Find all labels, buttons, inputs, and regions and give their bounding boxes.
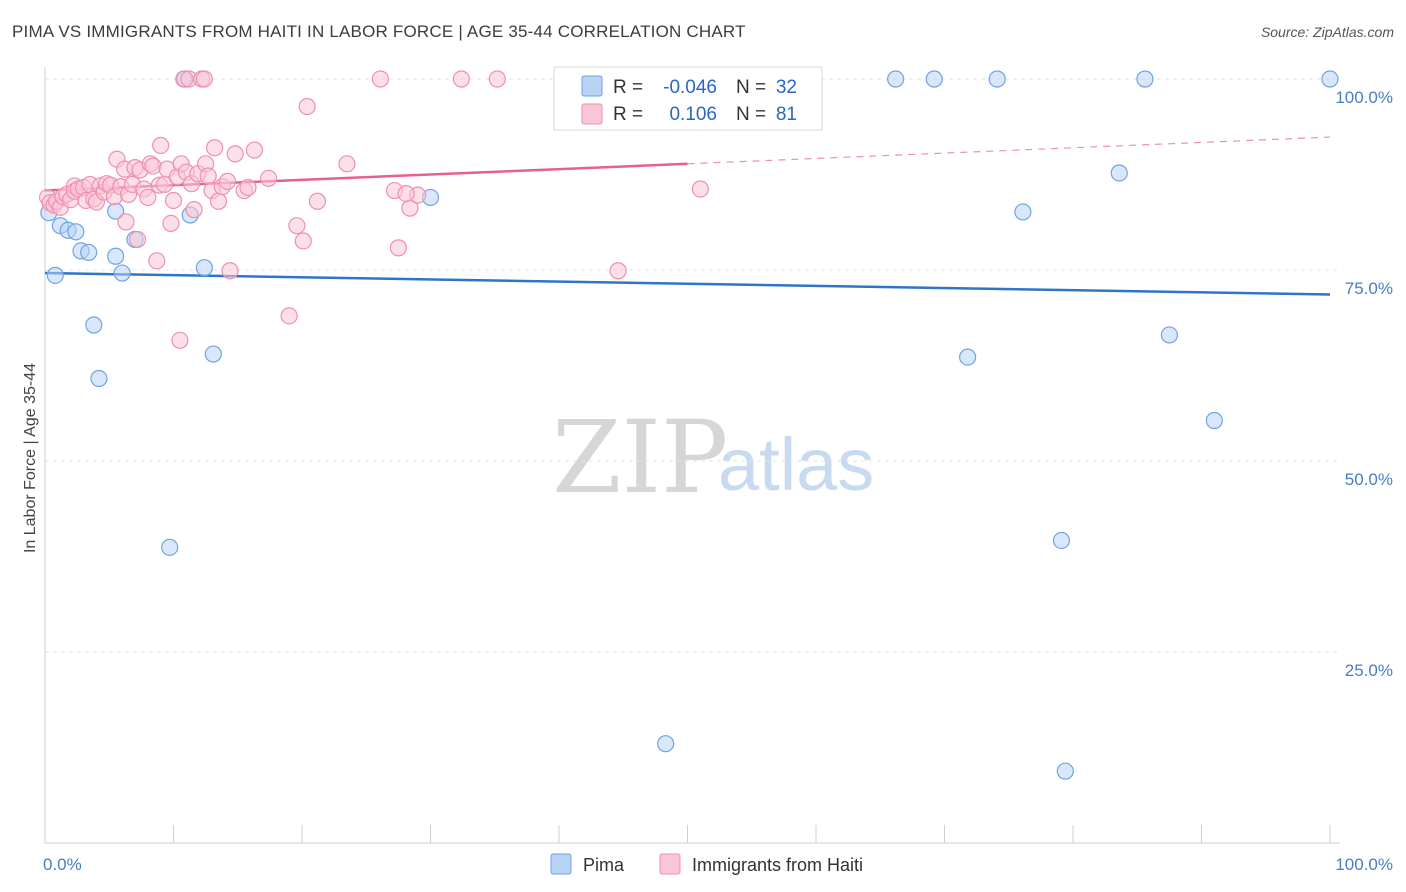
pima-point-30 [1205, 411, 1223, 430]
pima-point-11 [113, 264, 131, 282]
legend-r-value-pima: -0.046 [663, 77, 717, 98]
haiti-point-71 [371, 70, 389, 88]
haiti-point-28 [128, 230, 147, 249]
haiti-point-36 [152, 136, 170, 155]
y-tick-label-0: 100.0% [1335, 88, 1393, 107]
haiti-point-68 [298, 97, 316, 116]
legend-swatch-haiti [581, 103, 603, 125]
legend-r-label-pima: R = [613, 77, 643, 98]
bottom-legend-swatch-pima [550, 853, 572, 875]
haiti-point-59 [221, 262, 239, 280]
haiti-point-65 [280, 307, 298, 325]
x-tick-label-1: 100.0% [1335, 855, 1393, 874]
pima-point-8 [90, 369, 108, 388]
stats-legend: R = -0.046 N = 32 R = 0.106 N = 81 [553, 66, 823, 131]
pima-trend-line [44, 271, 1331, 296]
haiti-point-66 [288, 217, 306, 235]
haiti-point-73 [389, 239, 407, 257]
watermark-zip: ZIP [552, 399, 728, 516]
haiti-point-78 [609, 262, 627, 280]
haiti-point-56 [209, 192, 228, 210]
pima-point-28 [1136, 70, 1154, 88]
pima-point-31 [1321, 70, 1339, 88]
pima-point-6 [80, 243, 98, 262]
grid-lines [45, 78, 1340, 653]
pima-point-23 [988, 70, 1006, 88]
haiti-point-76 [452, 70, 470, 88]
legend-n-value-pima: 32 [776, 77, 797, 98]
haiti-point-58 [218, 172, 237, 190]
legend-n-value-haiti: 81 [776, 104, 797, 125]
watermark-atlas: atlas [718, 423, 874, 506]
chart-title: PIMA VS IMMIGRANTS FROM HAITI IN LABOR F… [12, 22, 746, 41]
pima-point-22 [959, 348, 977, 366]
pima-point-4 [67, 223, 85, 241]
haiti-point-31 [139, 188, 157, 207]
bottom-legend-swatch-haiti [659, 853, 681, 875]
haiti-point-39 [162, 214, 180, 232]
y-tick-label-3: 25.0% [1345, 661, 1393, 680]
pima-point-24 [1014, 203, 1032, 221]
haiti-point-34 [148, 252, 166, 270]
tick-labels: 100.0% 75.0% 50.0% 25.0% 0.0% 100.0% [43, 88, 1393, 874]
haiti-point-70 [338, 155, 356, 173]
pima-point-29 [1160, 326, 1178, 344]
haiti-point-79 [691, 180, 709, 198]
haiti-trend-line-extension [687, 136, 1331, 165]
pima-point-27 [1110, 164, 1128, 182]
pima-point-25 [1052, 531, 1071, 550]
haiti-point-48 [185, 201, 203, 219]
haiti-point-67 [294, 232, 312, 250]
y-axis-label: In Labor Force | Age 35-44 [22, 363, 39, 553]
source-credit: Source: ZipAtlas.com [1260, 24, 1394, 40]
pima-point-10 [107, 247, 125, 265]
haiti-point-77 [488, 70, 506, 88]
haiti-point-24 [117, 213, 135, 231]
bottom-legend-label-haiti: Immigrants from Haiti [692, 855, 863, 875]
pima-point-17 [204, 345, 222, 363]
haiti-point-53 [199, 167, 217, 185]
x-tick-label-0: 0.0% [43, 855, 82, 874]
y-tick-label-1: 75.0% [1345, 279, 1393, 298]
haiti-point-80 [397, 185, 415, 203]
haiti-point-60 [226, 145, 244, 163]
haiti-point-51 [195, 70, 213, 88]
haiti-point-64 [259, 169, 278, 187]
haiti-point-55 [206, 139, 224, 157]
haiti-point-40 [164, 191, 183, 210]
haiti-point-69 [308, 192, 327, 210]
haiti-point-42 [171, 331, 189, 349]
pima-point-7 [85, 316, 103, 334]
legend-r-label-haiti: R = [613, 104, 643, 125]
pima-point-16 [195, 259, 213, 277]
haiti-point-62 [239, 178, 257, 197]
pima-point-19 [657, 735, 675, 753]
legend-n-label-pima: N = [736, 77, 766, 98]
bottom-legend-label-pima: Pima [583, 855, 625, 875]
haiti-point-33 [144, 157, 162, 175]
legend-n-label-haiti: N = [736, 104, 766, 125]
pima-point-21 [925, 70, 943, 88]
data-points [38, 70, 1339, 780]
legend-swatch-pima [581, 75, 603, 97]
haiti-point-63 [245, 141, 264, 159]
pima-point-13 [161, 538, 179, 556]
pima-point-26 [1056, 762, 1074, 780]
pima-point-20 [887, 70, 905, 88]
legend-r-value-haiti: 0.106 [669, 104, 717, 125]
series-legend: Pima Immigrants from Haiti [550, 853, 863, 875]
pima-point-1 [46, 266, 64, 284]
y-tick-label-2: 50.0% [1345, 470, 1393, 489]
